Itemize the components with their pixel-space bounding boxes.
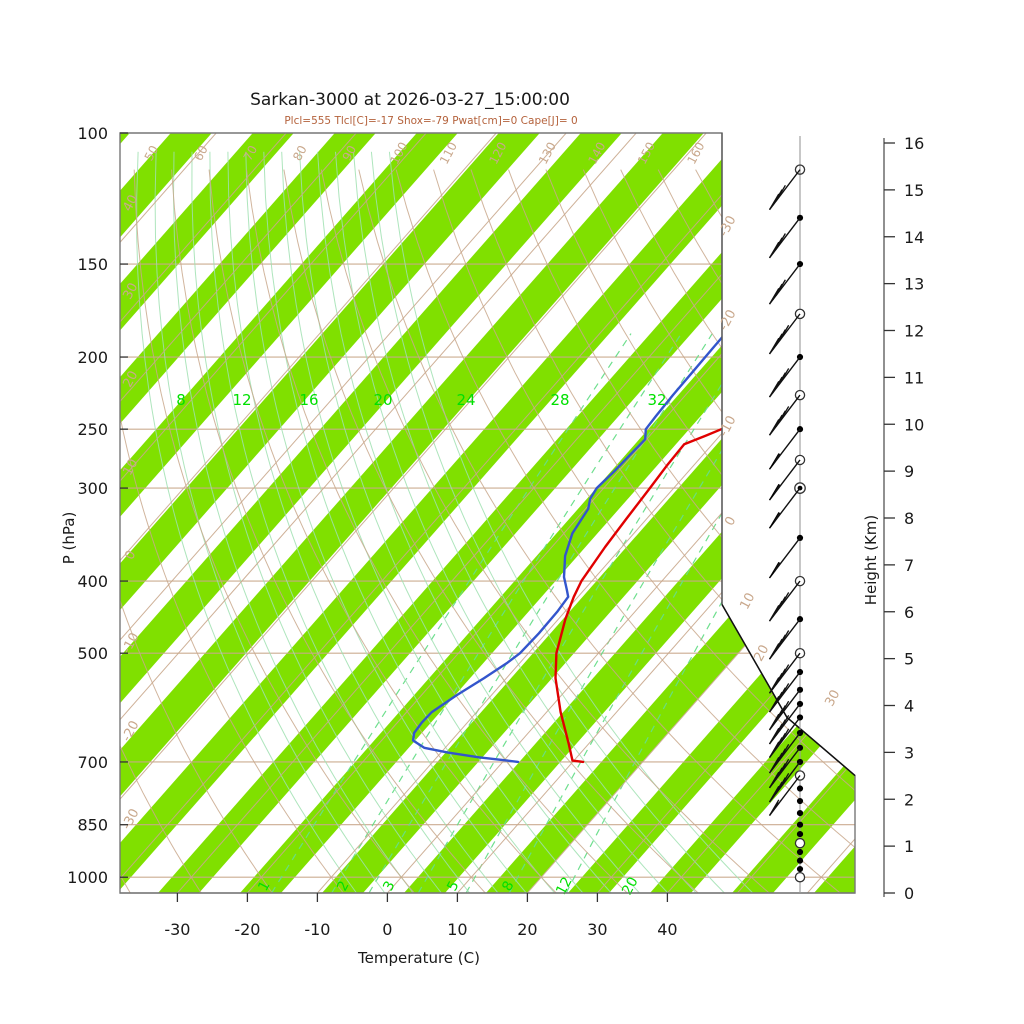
isotherm-label-left: 20 [120, 369, 141, 391]
height-tick-label: 12 [904, 322, 924, 341]
wind-barb [768, 426, 804, 470]
height-tick-label: 2 [904, 790, 914, 809]
wind-barb [796, 785, 804, 792]
wind-barb [768, 729, 804, 774]
page-title: Sarkan-3000 at 2026-03-27_15:00:00 [250, 90, 570, 110]
height-tick-label: 11 [904, 368, 924, 387]
dry-adiabat-label: 80 [290, 143, 310, 163]
wind-barb [768, 714, 804, 758]
wind-barb [768, 744, 804, 789]
wind-barb [768, 534, 804, 579]
pressure-tick-label: 700 [77, 753, 108, 772]
height-tick-label: 14 [904, 228, 924, 247]
wind-barb [796, 857, 804, 864]
saturated-adiabat-label: 12 [232, 391, 251, 409]
height-tick-label: 5 [904, 650, 914, 669]
saturated-adiabat-label: 8 [176, 391, 186, 409]
y-axis-title-right: Height (Km) [862, 515, 880, 606]
saturated-adiabat-label: 24 [456, 391, 475, 409]
mixing-ratio-label: 12 [553, 874, 575, 897]
wind-barb [768, 758, 804, 803]
wind-barb [768, 616, 804, 660]
wind-barb [768, 260, 804, 305]
wind-barb [768, 482, 806, 529]
temperature-tick-label: -20 [234, 920, 260, 939]
temperature-tick-label: -30 [164, 920, 190, 939]
wind-barb [794, 837, 806, 849]
height-tick-label: 8 [904, 509, 914, 528]
pressure-tick-label: 300 [77, 479, 108, 498]
pressure-tick-label: 400 [77, 572, 108, 591]
pressure-tick-label: 250 [77, 420, 108, 439]
wind-barb [796, 830, 804, 838]
isotherm-label-left: 40 [120, 193, 141, 215]
temperature-tick-label: 40 [657, 920, 677, 939]
wind-barb [768, 308, 806, 355]
dry-adiabat-label: 50 [142, 143, 162, 163]
pressure-tick-label: 200 [77, 348, 108, 367]
isotherm-label-right: 20 [751, 643, 772, 665]
wind-barb [768, 700, 804, 745]
y-axis-title-left: P (hPa) [60, 512, 78, 565]
wind-barb [768, 575, 806, 622]
isotherm-label-left: 10 [120, 457, 141, 479]
pressure-tick-label: 850 [77, 816, 108, 835]
wind-barb [768, 454, 806, 501]
wind-barb [768, 389, 806, 436]
saturated-adiabat-label: 32 [647, 391, 666, 409]
wind-barb [796, 821, 804, 828]
wind-barb [768, 164, 806, 211]
wind-barb [768, 770, 806, 817]
height-tick-label: 6 [904, 603, 914, 622]
wind-barb [796, 797, 804, 805]
wind-barb [768, 668, 804, 713]
wind-barb [768, 214, 804, 259]
wind-barb [768, 353, 804, 398]
height-tick-label: 7 [904, 556, 914, 575]
wind-barb [768, 686, 804, 731]
temperature-tick-label: 10 [447, 920, 467, 939]
saturated-adiabat-label: 20 [373, 391, 392, 409]
indices-subtitle: Plcl=555 Tlcl[C]=-17 Shox=-79 Pwat[cm]=0… [284, 115, 577, 127]
wind-barb [796, 865, 804, 873]
pressure-tick-label: 150 [77, 255, 108, 274]
pressure-tick-label: 500 [77, 644, 108, 663]
dry-adiabat-label: 90 [340, 143, 360, 163]
height-tick-label: 9 [904, 462, 914, 481]
temperature-tick-label: 0 [382, 920, 392, 939]
wind-barb [768, 647, 806, 694]
wind-barb [796, 809, 804, 817]
isotherm-label-right: 10 [737, 591, 758, 613]
dry-adiabat-label: 60 [191, 143, 211, 163]
temperature-tick-label: 20 [517, 920, 537, 939]
mixing-ratio-label: 20 [619, 874, 641, 897]
dry-adiabat-label: 70 [241, 143, 261, 163]
height-tick-label: 1 [904, 837, 914, 856]
pressure-tick-label: 100 [77, 124, 108, 143]
height-tick-label: 4 [904, 697, 914, 716]
wind-barb [794, 871, 806, 883]
height-tick-label: 16 [904, 134, 924, 153]
height-tick-label: 0 [904, 884, 914, 903]
height-tick-label: 10 [904, 415, 924, 434]
isotherm-label-right: 30 [822, 688, 843, 710]
saturated-adiabat-label: 28 [550, 391, 569, 409]
height-tick-label: 3 [904, 743, 914, 762]
temperature-tick-label: 30 [587, 920, 607, 939]
wind-barb [796, 848, 804, 856]
temperature-tick-label: -10 [304, 920, 330, 939]
height-tick-label: 15 [904, 181, 924, 200]
pressure-tick-label: 1000 [67, 868, 108, 887]
saturated-adiabat-label: 16 [299, 391, 318, 409]
height-tick-label: 13 [904, 275, 924, 294]
wind-barb-panel [768, 136, 806, 893]
isotherm-label-left: 30 [120, 281, 141, 303]
x-axis-title: Temperature (C) [357, 949, 480, 967]
